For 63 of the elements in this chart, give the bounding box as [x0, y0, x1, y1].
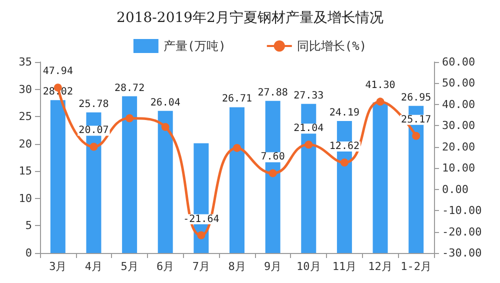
y2-tick-label: 40.00: [442, 98, 476, 111]
legend-label: 产量(万吨): [163, 39, 226, 53]
x-tick-label: 6月: [156, 260, 174, 273]
data-label: 20.07: [78, 125, 109, 136]
y2-tick-label: -10.00: [442, 204, 482, 218]
y2-tick-label: 10.00: [442, 162, 476, 175]
point: [126, 114, 134, 122]
bar: [122, 96, 138, 253]
y-tick-label: 10: [18, 192, 32, 205]
x-tick-label: 9月: [264, 260, 282, 273]
x-tick-label: 7月: [192, 260, 210, 273]
y2-tick-label: -20.00: [442, 225, 482, 238]
point: [197, 231, 206, 240]
chart-title: 2018-2019年2月宁夏钢材产量及增长情况: [116, 10, 384, 26]
y2-tick-label: 60.00: [442, 56, 476, 68]
point: [233, 144, 241, 152]
data-label: 25.17: [401, 114, 432, 126]
point: [340, 158, 348, 167]
x-tick-label: 12月: [368, 260, 392, 273]
data-label: 21.04: [294, 123, 324, 134]
data-label: -21.64: [183, 214, 220, 225]
point: [304, 140, 313, 149]
y-tick-label: 30: [18, 82, 32, 96]
x-tick-label: 8月: [228, 260, 246, 273]
point: [268, 169, 277, 178]
data-label: 24.19: [329, 107, 360, 118]
data-label: 26.95: [401, 92, 432, 104]
y-tick-label: 5: [25, 219, 32, 232]
data-label: 27.33: [294, 90, 324, 102]
point: [90, 142, 98, 151]
y-tick-label: 15: [18, 164, 32, 178]
y-tick-label: 25: [18, 110, 32, 124]
data-label: 47.94: [42, 66, 73, 78]
point: [376, 98, 384, 106]
y-tick-label: 35: [18, 56, 32, 68]
x-tick-label: 11月: [332, 260, 357, 273]
y2-tick-label: 0.00: [442, 182, 468, 196]
legend-label: 同比增长(%): [296, 39, 367, 53]
data-label: 26.04: [150, 97, 180, 108]
data-label: 41.30: [365, 80, 396, 92]
data-label: 25.78: [78, 98, 109, 110]
x-tick-label: 3月: [49, 260, 67, 273]
bar: [372, 102, 388, 253]
bar: [158, 110, 173, 253]
x-tick-label: 10月: [296, 260, 321, 273]
data-label: 27.88: [258, 87, 288, 98]
data-label: 12.62: [329, 141, 360, 152]
y2-tick-label: 20.00: [442, 140, 476, 154]
y2-tick-label: 30.00: [442, 119, 476, 132]
bar: [50, 100, 66, 253]
y-tick-label: 0: [25, 246, 32, 260]
y2-tick-label: 50.00: [442, 76, 476, 90]
data-label: 28.72: [114, 82, 145, 94]
y-tick-label: 20: [18, 137, 32, 150]
data-label: 7.60: [260, 152, 285, 163]
bar: [230, 107, 244, 253]
x-tick-label: 1-2月: [400, 260, 432, 273]
y2-tick-label: -30.00: [442, 246, 482, 260]
data-label: 26.71: [222, 94, 252, 105]
point: [412, 132, 420, 140]
x-tick-label: 5月: [120, 260, 138, 273]
point: [161, 122, 170, 131]
x-tick-label: 4月: [84, 260, 103, 273]
